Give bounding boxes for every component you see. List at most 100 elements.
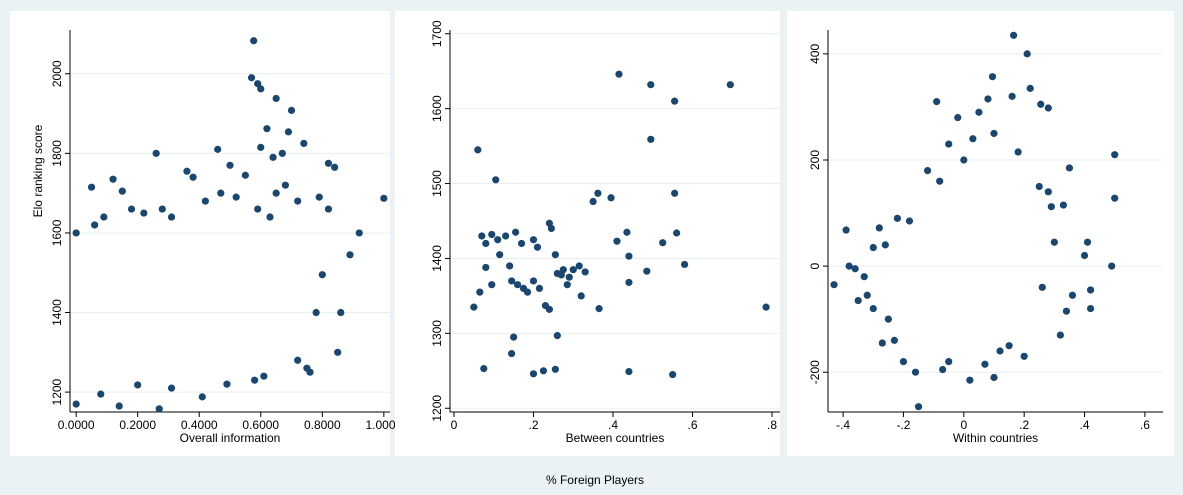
data-point — [334, 348, 342, 356]
x-tick-label: .8 — [767, 418, 777, 432]
scatter-panel-3: -200 0 200 400 -.4 -.2 0 .2 .4 .6 Within countries — [787, 11, 1174, 456]
data-point — [254, 205, 262, 213]
data-point — [201, 197, 209, 205]
panel-background — [787, 11, 1174, 456]
data-point — [1086, 286, 1095, 294]
data-point — [529, 277, 538, 285]
data-point — [214, 145, 222, 153]
data-point — [878, 339, 886, 347]
data-point — [1038, 283, 1046, 291]
data-point — [488, 230, 496, 239]
x-tick-label: 1.0000 — [365, 418, 402, 432]
y-tick-label: 200 — [808, 150, 822, 170]
scatter-panel-1: 1200 1400 1600 1800 2000 0.0000 0.2000 0.4000 0.… — [10, 11, 403, 456]
data-point — [318, 271, 326, 279]
data-point — [506, 262, 514, 270]
data-point — [589, 197, 597, 206]
x-axis-title: Overall information — [180, 431, 281, 445]
data-point — [115, 402, 123, 410]
data-point — [557, 271, 565, 279]
data-point — [990, 373, 998, 382]
data-point — [890, 336, 898, 344]
data-point — [625, 252, 633, 260]
data-point — [217, 189, 225, 197]
data-point — [232, 193, 240, 201]
data-point — [613, 237, 621, 245]
data-point — [936, 177, 944, 185]
data-point — [1083, 238, 1092, 246]
data-point — [553, 332, 561, 340]
data-point — [488, 281, 496, 289]
data-point — [671, 189, 679, 197]
data-point — [198, 393, 206, 401]
data-point — [312, 308, 320, 317]
data-point — [1026, 84, 1034, 92]
data-point — [294, 356, 302, 364]
data-point — [623, 228, 631, 236]
data-point — [539, 367, 548, 375]
x-axis-title: Between countries — [566, 431, 665, 445]
x-tick-label: .6 — [1140, 418, 1150, 432]
data-point — [263, 125, 271, 133]
data-point — [577, 292, 585, 300]
data-point — [1008, 92, 1016, 100]
data-point — [1108, 262, 1116, 270]
data-point — [607, 194, 615, 202]
data-point — [300, 139, 308, 148]
data-point — [545, 305, 553, 313]
data-point — [845, 262, 853, 270]
data-point — [945, 357, 953, 366]
data-point — [269, 153, 277, 161]
data-point — [565, 273, 573, 281]
data-point — [167, 384, 176, 392]
data-point — [869, 243, 877, 252]
data-point — [324, 205, 333, 213]
data-point — [1005, 342, 1013, 350]
data-point — [87, 183, 96, 191]
x-tick-label: .2 — [1019, 418, 1029, 432]
data-point — [581, 268, 589, 276]
data-point — [726, 81, 734, 89]
data-point — [984, 95, 992, 103]
data-point — [884, 315, 892, 323]
data-point — [969, 135, 977, 143]
y-tick-label: 0 — [808, 262, 822, 269]
data-point — [563, 281, 571, 289]
data-point — [966, 376, 974, 384]
data-point — [97, 390, 105, 398]
data-point — [595, 305, 603, 313]
data-point — [294, 197, 302, 205]
x-tick-label: 0.6000 — [242, 418, 279, 432]
data-point — [594, 189, 602, 197]
data-point — [513, 281, 522, 289]
data-point — [869, 304, 877, 313]
data-point — [647, 135, 655, 143]
y-tick-label: 2000 — [50, 60, 64, 87]
x-tick-label: 0 — [451, 418, 458, 432]
data-point — [547, 224, 555, 233]
data-point — [575, 262, 583, 270]
data-point — [523, 288, 532, 296]
data-point — [1050, 238, 1058, 246]
data-point — [517, 239, 526, 248]
data-point — [380, 194, 388, 202]
x-tick-label: 0 — [960, 418, 967, 432]
data-point — [272, 94, 280, 103]
data-point — [226, 161, 234, 169]
y-tick-label: 1600 — [430, 95, 444, 122]
data-point — [1020, 352, 1028, 360]
data-point — [223, 380, 231, 388]
data-point — [954, 113, 962, 122]
x-tick-label: .4 — [608, 418, 618, 432]
data-point — [1044, 104, 1052, 112]
data-point — [899, 357, 908, 366]
data-point — [257, 143, 265, 151]
data-point — [508, 349, 516, 358]
y-tick-label: 1200 — [50, 378, 64, 405]
data-point — [118, 187, 126, 195]
data-point — [1111, 151, 1119, 159]
data-point — [1056, 331, 1064, 339]
data-point — [975, 108, 983, 116]
data-point — [569, 266, 577, 274]
data-point — [324, 159, 333, 167]
